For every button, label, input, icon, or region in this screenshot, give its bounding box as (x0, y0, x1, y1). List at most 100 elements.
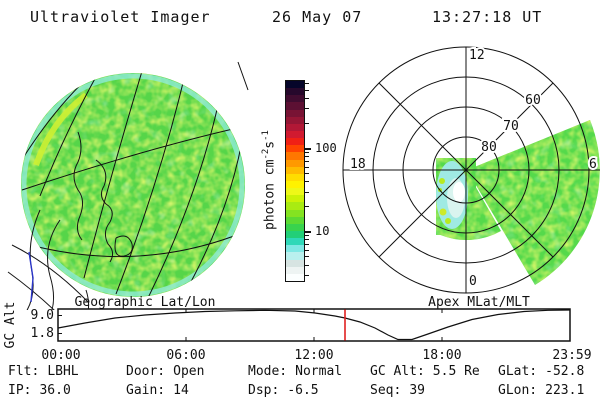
colorbar-swatch (286, 202, 304, 210)
colorbar-swatch (286, 216, 304, 224)
xtick-0000: 00:00 (41, 348, 80, 363)
colorbar-swatch (286, 180, 304, 189)
colorbar-swatch (286, 173, 304, 181)
xtick-1200: 12:00 (294, 348, 333, 363)
xtick-0600: 06:00 (166, 348, 205, 363)
mlt-label-06: 6 (589, 157, 597, 172)
colorbar-minor-tick (305, 235, 309, 236)
colorbar-minor-tick (305, 161, 309, 162)
status-gc-alt: GC Alt: 5.5 Re (370, 364, 480, 379)
colorbar-minor-tick (305, 90, 309, 91)
colorbar-minor-tick (305, 98, 309, 99)
colorbar-swatch (286, 102, 304, 110)
ytick-1-8: 1.8 (31, 326, 54, 341)
colorbar-minor-tick (305, 239, 309, 240)
status-flt: Flt: LBHL (8, 364, 79, 379)
unit-sup-2: -1 (261, 130, 271, 141)
colorbar-minor-tick (305, 166, 309, 168)
colorbar (285, 80, 305, 282)
colorbar-swatch (286, 81, 304, 89)
status-seq: Seq: 39 (370, 383, 425, 398)
coastline-overlay (7, 131, 133, 310)
earth-uv-disk-image (21, 73, 245, 297)
colorbar-minor-tick (305, 264, 309, 266)
apex-polar-panel: 12 18 6 0 60 70 80 (342, 46, 600, 294)
timeline-ticks (58, 309, 443, 341)
geographic-disk-panel (7, 61, 249, 310)
colorbar-minor-tick (305, 275, 309, 276)
xtick-1800: 18:00 (422, 348, 461, 363)
time-label: 13:27:18 UT (432, 8, 543, 26)
colorbar-swatch (286, 145, 304, 153)
colorbar-swatch (286, 188, 304, 196)
timeline-frame (57, 308, 571, 342)
colorbar-minor-tick (305, 249, 309, 251)
disk-limb-fringe (21, 73, 245, 297)
colorbar-minor-tick (305, 181, 309, 182)
status-mode: Mode: Normal (248, 364, 343, 379)
y-axis-label: GC Alt (3, 302, 18, 349)
colorbar-swatch (286, 159, 304, 167)
unit-text-2: s (262, 140, 278, 149)
colorbar-ticks: 100 10 (305, 80, 355, 282)
disk-panel-caption: Geographic Lat/Lon (75, 295, 216, 310)
colorbar-swatch (286, 116, 304, 124)
status-dsp: Dsp: -6.5 (248, 383, 319, 398)
unit-text: photon cm (262, 159, 278, 230)
colorbar-swatch (286, 223, 304, 231)
app-title: Ultraviolet Imager (30, 8, 211, 26)
colorbar-minor-tick (305, 156, 309, 157)
coastline-blue-segment (28, 251, 34, 303)
colorbar-swatch (286, 273, 304, 281)
colorbar-swatch (286, 209, 304, 217)
orbit-timeline-panel: Geographic Lat/Lon Apex MLat/MLT 9.0 1.8… (3, 295, 592, 363)
colorbar-major-tick (305, 148, 311, 150)
colorbar-minor-tick (305, 191, 309, 193)
mlt-label-12: 12 (469, 48, 485, 63)
mlt-label-00: 0 (469, 274, 477, 289)
colorbar-minor-tick (305, 108, 309, 109)
colorbar-swatch (286, 138, 304, 146)
grid-segment-offdisk (237, 61, 249, 91)
colorbar-minor-tick (305, 83, 309, 84)
colorbar-tick-label: 10 (315, 224, 330, 238)
status-door: Door: Open (126, 364, 205, 379)
mlt-label-18: 18 (350, 157, 366, 172)
colorbar-swatch (286, 88, 304, 96)
status-readout: Flt: LBHL Door: Open Mode: Normal GC Alt: 5.… (8, 362, 596, 400)
colorbar-swatch (286, 130, 304, 139)
polar-grid (342, 46, 600, 294)
mlat-ring-label-60: 60 (525, 93, 541, 108)
colorbar-swatch (286, 195, 304, 203)
colorbar-swatch (286, 123, 304, 131)
ytick-9: 9.0 (31, 308, 54, 323)
mlat-ring-label-70: 70 (503, 119, 519, 134)
date-label: 26 May 07 (272, 8, 363, 26)
status-glat: GLat: -52.8 (498, 364, 585, 379)
colorbar-minor-tick (305, 244, 309, 245)
mlat-ring-label-80: 80 (481, 140, 497, 155)
colorbar-swatch (286, 252, 304, 260)
colorbar-swatch (286, 109, 304, 117)
colorbar-minor-tick (305, 256, 309, 257)
colorbar-swatch (286, 238, 304, 246)
xtick-2359: 23:59 (552, 348, 591, 363)
polar-cap-patch (436, 161, 468, 229)
bright-limb-streak (33, 92, 88, 167)
orbit-altitude-curve (57, 309, 571, 341)
colorbar-swatch (286, 166, 304, 174)
colorbar-minor-tick (305, 151, 309, 153)
status-ip: IP: 36.0 (8, 383, 71, 398)
colorbar-unit-label: photon cm-2s-1 (261, 80, 279, 280)
status-glon: GLon: 223.1 (498, 383, 585, 398)
polar-panel-caption: Apex MLat/MLT (428, 295, 530, 310)
colorbar-swatch (286, 152, 304, 160)
status-gain: Gain: 14 (126, 383, 189, 398)
colorbar-swatch (286, 245, 304, 253)
colorbar-minor-tick (305, 123, 309, 124)
colorbar-swatch (286, 230, 304, 239)
colorbar-swatch (286, 259, 304, 267)
unit-sup-1: -2 (261, 148, 271, 160)
colorbar-minor-tick (305, 206, 309, 207)
